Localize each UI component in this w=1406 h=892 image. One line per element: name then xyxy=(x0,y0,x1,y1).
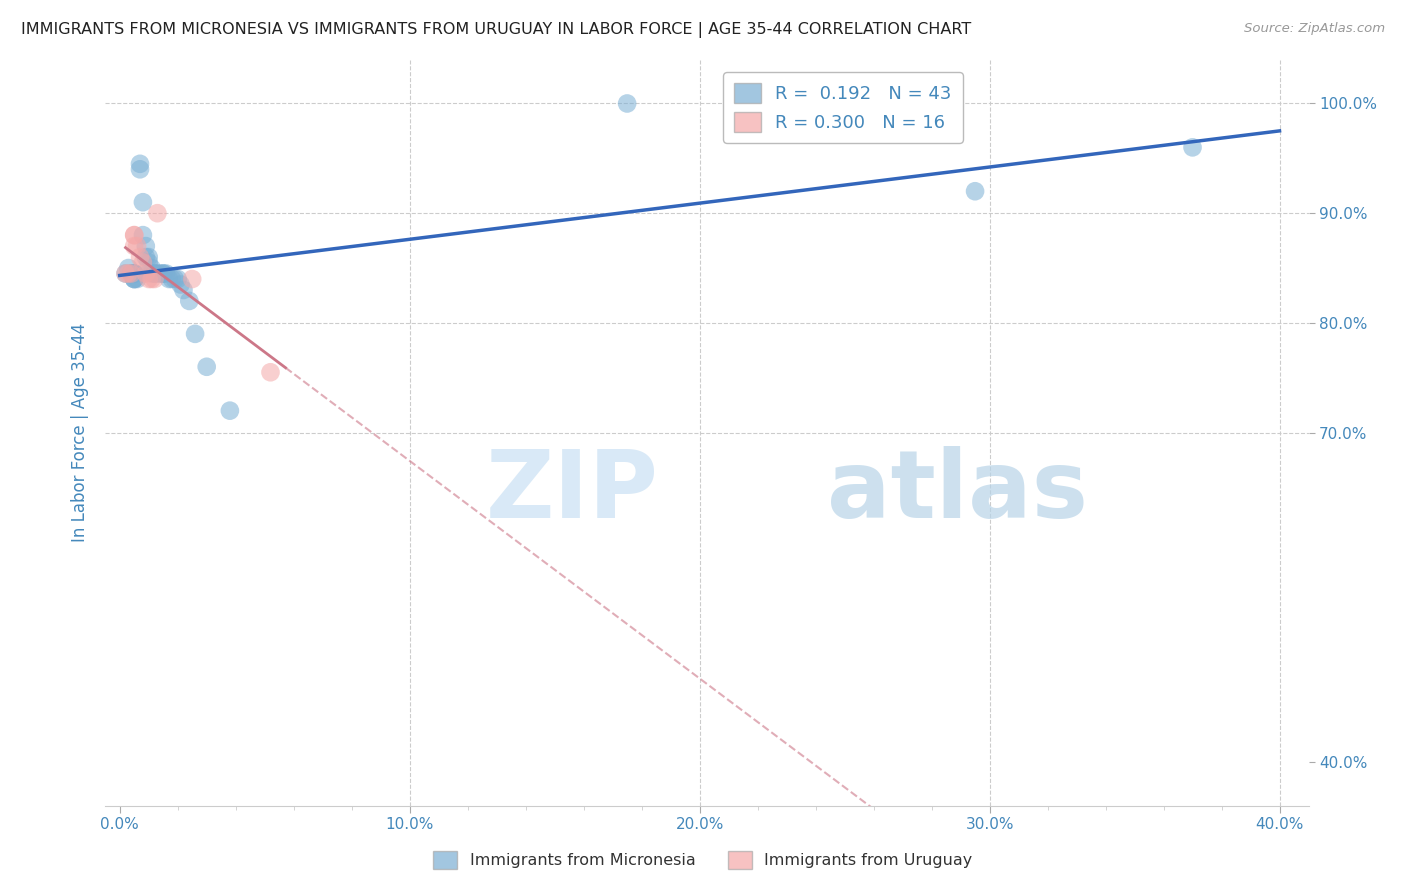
Point xyxy=(141,260,163,275)
Point xyxy=(219,403,242,417)
Point xyxy=(155,267,177,281)
Text: Source: ZipAtlas.com: Source: ZipAtlas.com xyxy=(1244,22,1385,36)
Text: IMMIGRANTS FROM MICRONESIA VS IMMIGRANTS FROM URUGUAY IN LABOR FORCE | AGE 35-44: IMMIGRANTS FROM MICRONESIA VS IMMIGRANTS… xyxy=(21,22,972,38)
Point xyxy=(141,272,163,286)
Point xyxy=(120,267,142,281)
Point xyxy=(143,267,166,281)
Point xyxy=(146,267,169,281)
Point xyxy=(127,272,149,286)
Point xyxy=(163,272,186,286)
Point xyxy=(122,239,145,253)
Point xyxy=(166,272,188,286)
Point xyxy=(143,267,166,281)
Text: atlas: atlas xyxy=(827,446,1088,538)
Point xyxy=(127,239,149,253)
Point xyxy=(143,272,166,286)
Point xyxy=(195,359,218,374)
Point xyxy=(146,206,169,220)
Point xyxy=(120,267,142,281)
Point xyxy=(179,293,201,308)
Point xyxy=(135,250,157,264)
Point xyxy=(141,267,163,281)
Point xyxy=(152,267,174,281)
Point xyxy=(122,267,145,281)
Point xyxy=(181,272,204,286)
Point xyxy=(259,365,281,379)
Point xyxy=(132,228,155,243)
Point xyxy=(122,272,145,286)
Point xyxy=(122,267,145,281)
Point xyxy=(160,272,183,286)
Point xyxy=(120,267,142,281)
Point xyxy=(122,228,145,243)
Point xyxy=(132,195,155,210)
Point xyxy=(122,272,145,286)
Point xyxy=(114,267,136,281)
Point xyxy=(129,162,152,177)
Point xyxy=(132,255,155,269)
Point xyxy=(169,277,191,292)
Point xyxy=(616,96,638,111)
Point xyxy=(965,184,987,198)
Point xyxy=(117,260,139,275)
Point xyxy=(1181,140,1204,154)
Point xyxy=(152,267,174,281)
Point xyxy=(184,326,207,341)
Point xyxy=(138,250,160,264)
Point xyxy=(135,267,157,281)
Legend: Immigrants from Micronesia, Immigrants from Uruguay: Immigrants from Micronesia, Immigrants f… xyxy=(427,845,979,875)
Point xyxy=(122,267,145,281)
Point xyxy=(117,267,139,281)
Point xyxy=(157,272,180,286)
Y-axis label: In Labor Force | Age 35-44: In Labor Force | Age 35-44 xyxy=(72,323,89,542)
Point xyxy=(135,239,157,253)
Point xyxy=(114,267,136,281)
Point xyxy=(122,267,145,281)
Point xyxy=(129,157,152,171)
Point xyxy=(138,272,160,286)
Text: ZIP: ZIP xyxy=(486,446,659,538)
Point xyxy=(122,228,145,243)
Point xyxy=(129,250,152,264)
Point xyxy=(173,283,195,297)
Point xyxy=(138,255,160,269)
Point xyxy=(122,272,145,286)
Legend: R =  0.192   N = 43, R = 0.300   N = 16: R = 0.192 N = 43, R = 0.300 N = 16 xyxy=(723,72,963,143)
Point xyxy=(149,267,172,281)
Point xyxy=(122,267,145,281)
